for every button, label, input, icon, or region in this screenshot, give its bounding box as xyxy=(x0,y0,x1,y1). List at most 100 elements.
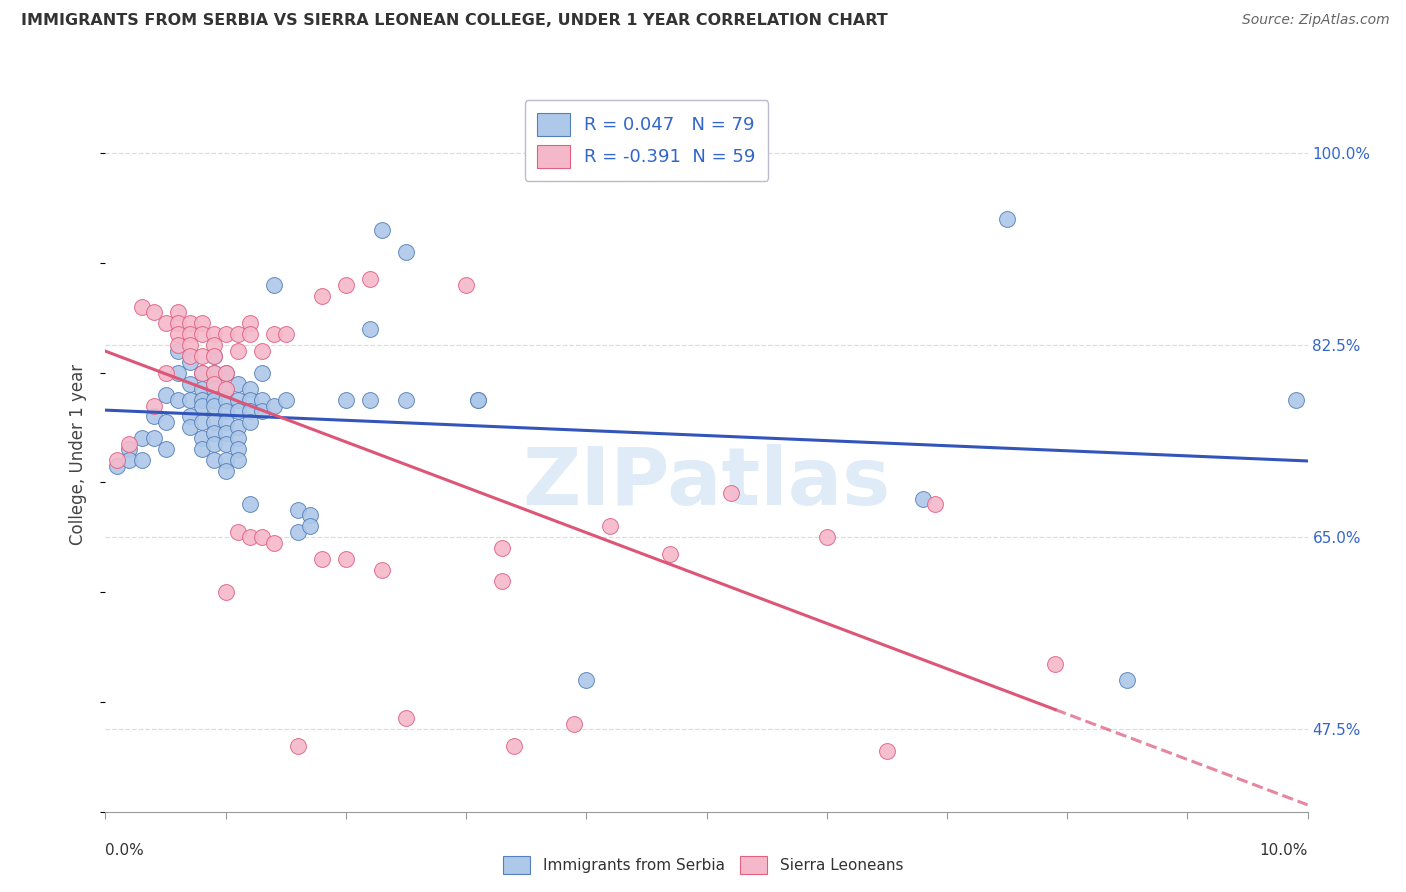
Point xyxy=(239,382,262,396)
Point xyxy=(179,392,201,407)
Point xyxy=(214,382,236,396)
Point xyxy=(491,541,513,556)
Text: 0.0%: 0.0% xyxy=(105,843,145,858)
Point xyxy=(190,392,212,407)
Y-axis label: College, Under 1 year: College, Under 1 year xyxy=(69,364,87,546)
Point xyxy=(395,392,418,407)
Point xyxy=(118,437,141,451)
Point xyxy=(298,519,321,533)
Point xyxy=(311,552,333,566)
Point xyxy=(226,453,249,467)
Point xyxy=(179,338,201,352)
Point xyxy=(214,404,236,418)
Point xyxy=(131,432,153,446)
Point xyxy=(575,673,598,687)
Point xyxy=(359,272,381,286)
Point xyxy=(371,223,394,237)
Point xyxy=(107,458,129,473)
Point xyxy=(503,739,526,753)
Point xyxy=(202,425,225,440)
Point xyxy=(214,437,236,451)
Point xyxy=(250,530,273,544)
Text: ZIPatlas: ZIPatlas xyxy=(523,444,890,523)
Point xyxy=(263,277,285,292)
Point xyxy=(190,366,212,380)
Point xyxy=(491,574,513,589)
Point xyxy=(250,404,273,418)
Point xyxy=(190,349,212,363)
Point xyxy=(131,453,153,467)
Point xyxy=(239,415,262,429)
Point xyxy=(155,316,177,330)
Point xyxy=(467,392,489,407)
Point xyxy=(274,392,297,407)
Point xyxy=(599,519,621,533)
Point xyxy=(190,327,212,342)
Point xyxy=(371,563,394,577)
Point xyxy=(190,382,212,396)
Point xyxy=(1284,392,1306,407)
Point xyxy=(239,497,262,511)
Point xyxy=(202,338,225,352)
Point xyxy=(179,409,201,424)
Point xyxy=(142,399,165,413)
Point xyxy=(166,366,188,380)
Point xyxy=(311,289,333,303)
Point xyxy=(190,432,212,446)
Point xyxy=(118,442,141,457)
Point xyxy=(226,524,249,539)
Point xyxy=(142,432,165,446)
Point xyxy=(214,415,236,429)
Legend: Immigrants from Serbia, Sierra Leoneans: Immigrants from Serbia, Sierra Leoneans xyxy=(496,850,910,880)
Point xyxy=(202,327,225,342)
Point xyxy=(107,453,129,467)
Point xyxy=(226,420,249,434)
Point xyxy=(190,442,212,457)
Text: Source: ZipAtlas.com: Source: ZipAtlas.com xyxy=(1241,13,1389,28)
Point xyxy=(131,300,153,314)
Text: 10.0%: 10.0% xyxy=(1260,843,1308,858)
Point xyxy=(155,387,177,401)
Point xyxy=(118,453,141,467)
Point xyxy=(202,399,225,413)
Point xyxy=(263,399,285,413)
Point xyxy=(202,453,225,467)
Point xyxy=(263,535,285,549)
Point xyxy=(239,327,262,342)
Point xyxy=(190,366,212,380)
Point xyxy=(202,349,225,363)
Point xyxy=(166,343,188,358)
Point xyxy=(226,404,249,418)
Point xyxy=(226,376,249,391)
Point xyxy=(202,366,225,380)
Point xyxy=(911,491,934,506)
Point xyxy=(467,392,489,407)
Point xyxy=(214,585,236,599)
Point xyxy=(815,530,838,544)
Point xyxy=(214,366,236,380)
Point xyxy=(359,321,381,335)
Point xyxy=(214,327,236,342)
Point xyxy=(190,316,212,330)
Point xyxy=(226,343,249,358)
Point xyxy=(166,305,188,319)
Point xyxy=(335,277,357,292)
Point xyxy=(359,392,381,407)
Point xyxy=(214,425,236,440)
Point xyxy=(190,399,212,413)
Point xyxy=(166,316,188,330)
Point xyxy=(298,508,321,523)
Legend: R = 0.047   N = 79, R = -0.391  N = 59: R = 0.047 N = 79, R = -0.391 N = 59 xyxy=(524,100,768,181)
Point xyxy=(155,366,177,380)
Point xyxy=(202,366,225,380)
Point xyxy=(1043,657,1066,671)
Point xyxy=(179,327,201,342)
Point xyxy=(263,327,285,342)
Point xyxy=(142,409,165,424)
Point xyxy=(239,316,262,330)
Point xyxy=(179,354,201,368)
Point xyxy=(155,415,177,429)
Point xyxy=(166,338,188,352)
Point xyxy=(239,404,262,418)
Point xyxy=(202,392,225,407)
